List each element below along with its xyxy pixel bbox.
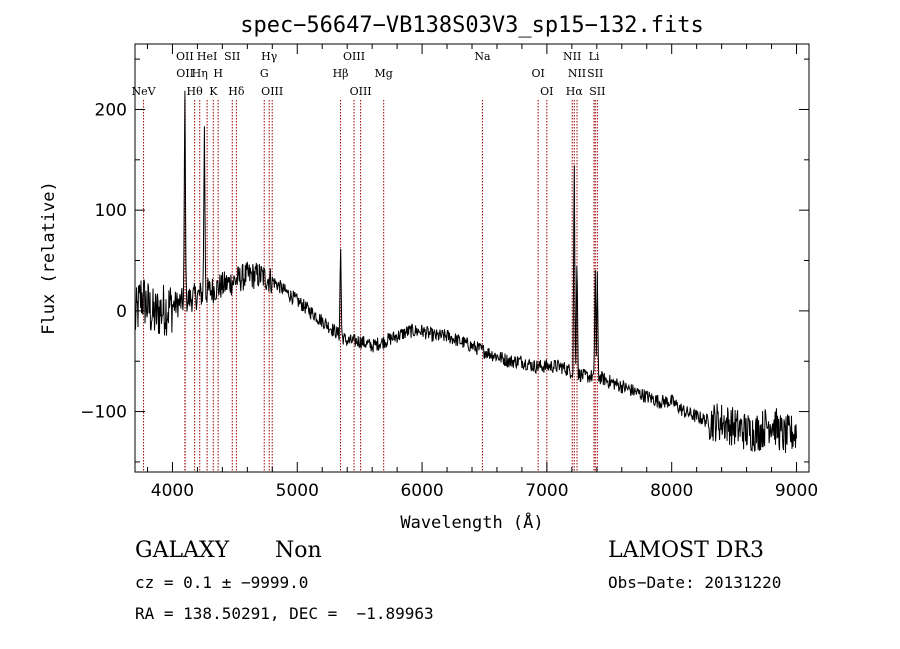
spectral-line-label: Hβ xyxy=(333,67,349,80)
spectral-line-label: OII xyxy=(176,50,194,63)
spectral-line-markers: NeVOIIOIIHθHηHeIKHSIIHδHγGOIIIHβOIIIOIII… xyxy=(132,50,605,472)
x-tick-label: 9000 xyxy=(775,481,818,501)
y-tick-label: 0 xyxy=(116,302,127,322)
spectral-line-label: NII xyxy=(563,50,581,63)
x-axis-label: Wavelength (Å) xyxy=(400,511,543,533)
spectral-line-label: Li xyxy=(589,50,600,63)
spectral-line-label: K xyxy=(209,85,218,98)
spectral-line-label: Hα xyxy=(566,85,584,98)
spectral-line-label: HeI xyxy=(197,50,217,63)
spectral-line-label: SII xyxy=(587,67,603,80)
spectral-line-label: Hγ xyxy=(261,50,278,63)
spectral-line-label: SII xyxy=(589,85,605,98)
class-label: GALAXY xyxy=(135,538,230,563)
x-tick-label: 5000 xyxy=(276,481,319,501)
spectral-line-label: Hθ xyxy=(187,85,204,98)
spectrum-trace xyxy=(134,90,797,453)
y-tick-label: 200 xyxy=(95,100,127,120)
chart-title: spec−56647−VB138S03V3_sp15−132.fits xyxy=(240,13,704,38)
y-tick-label: 100 xyxy=(95,201,127,221)
x-axis: 4000 5000 6000 7000 8000 9000 xyxy=(146,44,818,501)
spectral-line-label: OIII xyxy=(350,85,372,98)
spectral-line-label: SII xyxy=(224,50,240,63)
y-axis-label: Flux (relative) xyxy=(39,181,59,335)
survey-label: LAMOST DR3 xyxy=(608,538,764,563)
x-tick-label: 8000 xyxy=(650,481,693,501)
redshift-text: cz = 0.1 ± −9999.0 xyxy=(135,573,309,592)
spectral-line-label: NII xyxy=(568,67,586,80)
obs-date-text: Obs−Date: 20131220 xyxy=(608,573,782,592)
spectral-line-label: Na xyxy=(474,50,491,63)
spectral-line-label: G xyxy=(260,67,269,80)
spectral-line-label: Hη xyxy=(192,67,208,80)
spectral-line-label: Mg xyxy=(375,67,393,80)
x-tick-label: 4000 xyxy=(151,481,194,501)
spectral-line-label: OIII xyxy=(343,50,365,63)
x-tick-label: 7000 xyxy=(525,481,568,501)
spectrum-line xyxy=(134,90,797,453)
spectral-line-label: Hδ xyxy=(228,85,245,98)
y-axis: −100 0 100 200 xyxy=(80,58,809,463)
spectral-line-label: OI xyxy=(531,67,544,80)
y-tick-label: −100 xyxy=(80,403,127,423)
x-tick-label: 6000 xyxy=(400,481,443,501)
coordinates-text: RA = 138.50291, DEC = −1.89963 xyxy=(135,604,434,623)
spectral-line-label: OIII xyxy=(261,85,283,98)
plot-frame xyxy=(134,43,810,473)
spectral-line-label: OII xyxy=(176,67,194,80)
spectral-line-label: H xyxy=(213,67,223,80)
subclass-label: Non xyxy=(275,538,322,563)
spectral-line-label: NeV xyxy=(132,85,157,98)
spectral-line-label: OI xyxy=(540,85,553,98)
